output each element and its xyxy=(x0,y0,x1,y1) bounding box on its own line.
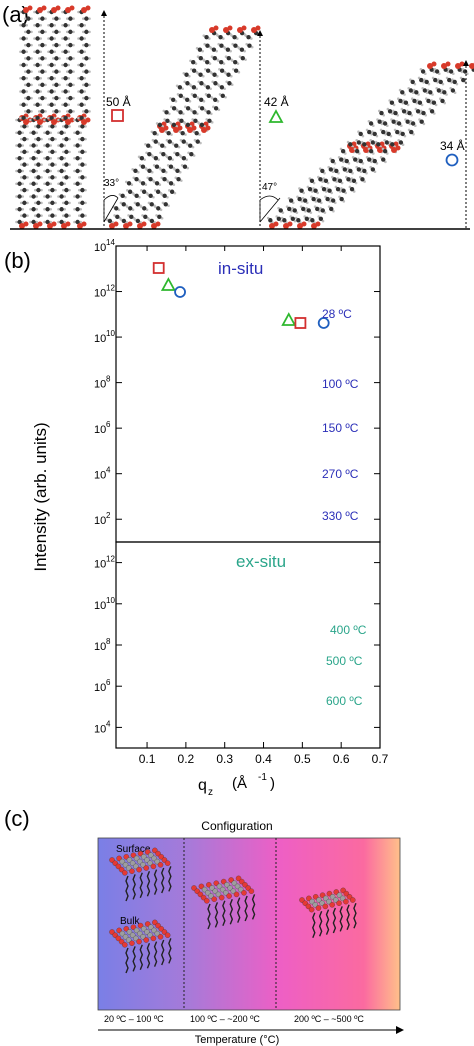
height-arrow-42 xyxy=(257,30,263,228)
layer-blocks xyxy=(109,847,357,974)
y-tick-exponent: 14 xyxy=(106,238,115,247)
panel-c-label: (c) xyxy=(4,806,30,831)
x-axis-unit: (Å xyxy=(232,775,247,792)
panel-a-label: (a) xyxy=(2,2,29,27)
y-tick-exponent: 8 xyxy=(106,375,111,384)
triangle-marker-icon xyxy=(160,277,176,291)
y-tick-exponent: 6 xyxy=(106,678,111,687)
y-tick-label: 10 xyxy=(94,682,106,694)
x-tick-label: 0.1 xyxy=(139,752,156,766)
x-tick-label: 0.5 xyxy=(294,752,311,766)
y-axis-label: Intensity (arb. units) xyxy=(31,422,50,571)
insitu-title: in-situ xyxy=(218,259,263,278)
insitu-series-label: 100 ºC xyxy=(322,377,359,391)
x-tick-label: 0.4 xyxy=(255,752,272,766)
x-axis-q: q xyxy=(198,777,207,794)
surface-label: Surface xyxy=(116,844,151,855)
range-label-2: 100 ºC – ~200 ºC xyxy=(190,1014,260,1024)
tilt-label-33: 33° xyxy=(104,178,119,189)
y-tick-exponent: 12 xyxy=(106,555,115,564)
insitu-series-label: 28 ºC xyxy=(322,307,352,321)
height-arrow-34 xyxy=(463,60,469,228)
x-axis-unit-close: ) xyxy=(270,775,275,792)
panel-c: (c) Configuration Surface Bulk 20 ºC – 1… xyxy=(4,806,404,1046)
panel-b: (b) 0.1 0.2 0.3 0.4 0.5 0.6 0.710 210 410 610 810 1… xyxy=(4,238,389,798)
range-label-1: 20 ºC – 100 ºC xyxy=(104,1014,164,1024)
tilt-arc-33 xyxy=(103,195,119,201)
exsitu-frame xyxy=(115,541,381,749)
insitu-series-label: 150 ºC xyxy=(322,421,359,435)
y-tick-label: 10 xyxy=(94,559,106,571)
x-axis-unit-sup: -1 xyxy=(258,772,267,783)
spacing-label-34: 34 Å xyxy=(440,138,465,153)
panel-a: (a) 50 Å 42 Å 34 Å 33° 47° xyxy=(2,2,474,230)
y-tick-exponent: 10 xyxy=(106,329,115,338)
spacing-label-50: 50 Å xyxy=(106,94,131,109)
bulk-label: Bulk xyxy=(120,916,140,927)
square-marker-icon xyxy=(152,262,165,274)
y-tick-exponent: 6 xyxy=(106,420,111,429)
series-labels: 28 ºC 100 ºC 150 ºC 270 ºC 330 ºC 400 ºC 500 º… xyxy=(322,307,367,708)
peak-markers xyxy=(152,262,330,329)
x-axis-label: q z (Å -1 ) xyxy=(198,772,275,798)
tilt-arc-47 xyxy=(259,195,279,201)
exsitu-title: ex-situ xyxy=(236,552,286,571)
y-tick-exponent: 2 xyxy=(106,511,111,520)
spacing-label-42: 42 Å xyxy=(264,94,289,109)
insitu-series-label: 330 ºC xyxy=(322,509,359,523)
x-tick-label: 0.2 xyxy=(178,752,195,766)
y-tick-label: 10 xyxy=(94,379,106,391)
y-tick-label: 10 xyxy=(94,333,106,345)
y-tick-label: 10 xyxy=(94,723,106,735)
square-marker-icon xyxy=(294,317,307,329)
triangle-marker-icon xyxy=(268,109,284,123)
y-tick-label: 10 xyxy=(94,641,106,653)
insitu-frame xyxy=(115,245,381,543)
panel-b-label: (b) xyxy=(4,248,31,273)
circle-marker-icon xyxy=(174,286,186,298)
y-tick-label: 10 xyxy=(94,424,106,436)
triangle-marker-icon xyxy=(281,312,297,326)
height-arrow-50 xyxy=(101,10,107,228)
y-tick-exponent: 4 xyxy=(106,719,111,728)
y-tick-label: 10 xyxy=(94,288,106,300)
insitu-series-label: 270 ºC xyxy=(322,467,359,481)
circle-marker-icon xyxy=(317,317,330,329)
panel-c-title: Configuration xyxy=(201,819,272,833)
exsitu-series-label: 400 ºC xyxy=(330,623,367,637)
x-axis-sub: z xyxy=(208,787,213,798)
circle-marker-icon xyxy=(445,153,459,167)
molecule-chains xyxy=(15,5,474,229)
square-marker-icon xyxy=(111,109,124,122)
x-tick-label: 0.3 xyxy=(216,752,233,766)
y-tick-exponent: 8 xyxy=(106,637,111,646)
range-label-3: 200 ºC – ~500 ºC xyxy=(294,1014,364,1024)
exsitu-series-label: 600 ºC xyxy=(326,694,363,708)
x-tick-label: 0.7 xyxy=(372,752,389,766)
y-tick-exponent: 12 xyxy=(106,284,115,293)
x-tick-label: 0.6 xyxy=(333,752,350,766)
y-tick-label: 10 xyxy=(94,242,106,254)
y-tick-label: 10 xyxy=(94,515,106,527)
arrow-right-icon xyxy=(396,1026,404,1034)
y-tick-exponent: 4 xyxy=(106,466,111,475)
y-tick-exponent: 10 xyxy=(106,596,115,605)
y-tick-label: 10 xyxy=(94,600,106,612)
tilt-label-47: 47° xyxy=(262,182,277,193)
temperature-axis-label: Temperature (°C) xyxy=(195,1034,279,1046)
exsitu-series-label: 500 ºC xyxy=(326,654,363,668)
y-tick-label: 10 xyxy=(94,470,106,482)
